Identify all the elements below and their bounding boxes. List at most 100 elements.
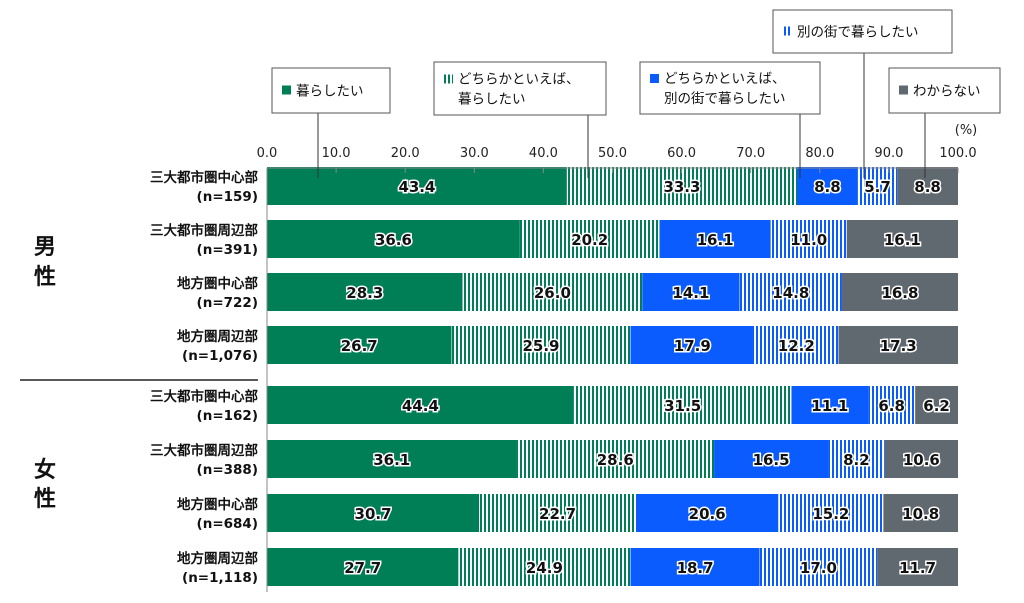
x-tick-label: 90.0: [874, 146, 903, 161]
bar-segment: [739, 273, 842, 311]
bar-segment: [759, 548, 878, 586]
x-tick-label: 30.0: [460, 146, 489, 161]
legend-callout: 別の街で暮らしたい: [772, 9, 953, 178]
legend-swatch: [650, 74, 659, 83]
bar-segment: [897, 167, 958, 205]
x-tick-label: 40.0: [529, 146, 558, 161]
data-label: 26.0: [534, 284, 571, 302]
legend-callout: どちらかといえば、暮らしたい: [433, 61, 607, 178]
data-label: 30.7: [355, 505, 392, 523]
group-label: 性: [34, 487, 56, 512]
legend-callout: わからない: [888, 67, 1001, 178]
category-n-label: (n=722): [197, 295, 258, 311]
data-label: 11.0: [790, 231, 827, 249]
category-n-label: (n=159): [197, 189, 258, 205]
bar-segment: [267, 386, 574, 424]
group-label: 女: [34, 457, 56, 483]
x-tick-label: 10.0: [322, 146, 351, 161]
data-label: 16.1: [884, 231, 921, 249]
legend-box: [639, 61, 821, 115]
data-label: 6.2: [923, 397, 950, 415]
category-label: 三大都市圏周辺部: [150, 222, 258, 239]
x-tick-label: 60.0: [667, 146, 696, 161]
legend-label: 暮らしたい: [458, 92, 526, 108]
x-tick-label: 20.0: [391, 146, 420, 161]
bar-segment: [915, 386, 958, 424]
x-tick-label: 70.0: [736, 146, 765, 161]
data-label: 43.4: [398, 178, 435, 196]
data-label: 27.7: [344, 559, 381, 577]
data-label: 14.1: [672, 284, 709, 302]
data-label: 22.7: [539, 505, 576, 523]
data-label: 17.3: [880, 337, 917, 355]
bar-segment: [868, 386, 916, 424]
category-n-label: (n=1,118): [182, 570, 258, 586]
bar-segment: [519, 220, 660, 258]
category-n-label: (n=391): [197, 242, 258, 258]
data-label: 36.6: [375, 231, 412, 249]
data-label: 18.7: [677, 559, 714, 577]
data-label: 20.6: [689, 505, 726, 523]
bar-segment: [566, 167, 797, 205]
legend-box: [271, 67, 391, 114]
category-n-label: (n=1,076): [182, 348, 258, 364]
x-tick-label: 0.0: [257, 146, 278, 161]
legend-box: [772, 9, 953, 54]
category-label: 地方圏周辺部: [177, 328, 258, 345]
bar-segment: [841, 273, 958, 311]
bar-segment: [877, 548, 958, 586]
x-tick-label: 100.0: [939, 146, 976, 161]
unit-label: (%): [955, 123, 978, 138]
data-label: 5.7: [864, 178, 891, 196]
legend-label: どちらかといえば、: [664, 71, 786, 87]
data-label: 8.8: [814, 178, 841, 196]
category-label: 三大都市圏中心部: [150, 388, 258, 405]
bar-segment: [770, 220, 847, 258]
data-label: 44.4: [402, 397, 439, 415]
category-label: 三大都市圏中心部: [150, 169, 258, 186]
legend-callout: 暮らしたい: [271, 67, 391, 178]
category-label: 地方圏周辺部: [177, 550, 258, 567]
data-label: 33.3: [663, 178, 700, 196]
bar-segment: [267, 494, 480, 532]
bar-segment: [635, 494, 779, 532]
category-label: 地方圏中心部: [177, 275, 258, 292]
legend-label: 別の街で暮らしたい: [664, 91, 786, 107]
data-label: 12.2: [778, 337, 815, 355]
data-label: 36.1: [373, 451, 410, 469]
data-label: 17.0: [800, 559, 837, 577]
data-label: 6.8: [878, 397, 905, 415]
legend-box: [433, 61, 607, 116]
bar-segment: [630, 326, 755, 364]
data-label: 28.6: [597, 451, 634, 469]
x-tick-label: 80.0: [805, 146, 834, 161]
bar-segment: [458, 548, 631, 586]
data-label: 16.1: [697, 231, 734, 249]
bar-segment: [838, 326, 958, 364]
bar-segment: [267, 440, 517, 478]
bar-segment: [846, 220, 958, 258]
bar-segment: [714, 440, 829, 478]
data-label: 8.8: [914, 178, 941, 196]
bar-segment: [451, 326, 631, 364]
category-n-label: (n=684): [197, 516, 258, 532]
bar-segment: [462, 273, 643, 311]
bar-segment: [267, 220, 520, 258]
bar-segment: [659, 220, 771, 258]
data-label: 28.3: [346, 284, 383, 302]
legend-swatch: [444, 74, 453, 84]
category-label: 三大都市圏周辺部: [150, 442, 258, 459]
data-label: 24.9: [526, 559, 563, 577]
data-label: 10.8: [902, 505, 939, 523]
data-label: 31.5: [664, 397, 701, 415]
data-label: 26.7: [341, 337, 378, 355]
x-tick-label: 50.0: [598, 146, 627, 161]
bar-segment: [573, 386, 792, 424]
bar-segment: [754, 326, 839, 364]
bar-segment: [791, 386, 869, 424]
data-label: 10.6: [903, 451, 940, 469]
legend-label: わからない: [913, 84, 981, 100]
category-label: 地方圏中心部: [177, 496, 258, 513]
data-label: 15.2: [812, 505, 849, 523]
